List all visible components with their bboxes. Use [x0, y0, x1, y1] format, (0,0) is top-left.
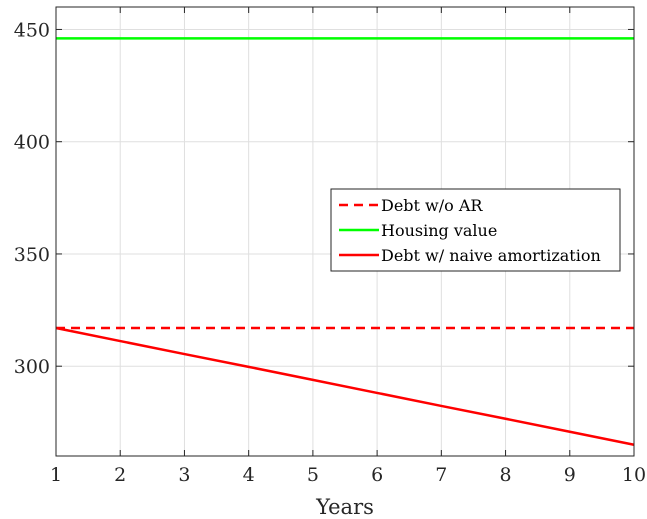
series-layer	[55, 37, 635, 447]
x-tick-label: 9	[564, 464, 576, 486]
y-tick-label: 400	[14, 132, 50, 154]
legend: Debt w/o AR Housing value Debt w/ naive am…	[330, 188, 621, 272]
x-tick-label: 7	[435, 464, 447, 486]
legend-label-2: Debt w/ naive amortization	[381, 246, 601, 265]
x-tick-label: 5	[307, 464, 319, 486]
y-tick-label: 450	[14, 19, 50, 41]
x-tick-label: 6	[371, 464, 383, 486]
x-tick-label: 10	[622, 464, 646, 486]
x-tick-label: 3	[178, 464, 190, 486]
legend-label-0: Debt w/o AR	[381, 196, 483, 215]
x-tick-label: 8	[500, 464, 512, 486]
y-tick-label: 300	[14, 356, 50, 378]
x-axis-label: Years	[315, 495, 374, 519]
y-tick-label: 350	[14, 244, 50, 266]
series-line-2	[55, 326, 635, 447]
x-tick-label: 1	[50, 464, 62, 486]
legend-box	[330, 188, 621, 272]
x-tick-label: 2	[114, 464, 126, 486]
legend-label-1: Housing value	[381, 221, 497, 240]
tick-layer: 1 2 3 4 5 6 7 8 9 10 300 350 400 450	[14, 7, 646, 486]
x-tick-label: 4	[243, 464, 255, 486]
plot-frame	[55, 6, 635, 457]
